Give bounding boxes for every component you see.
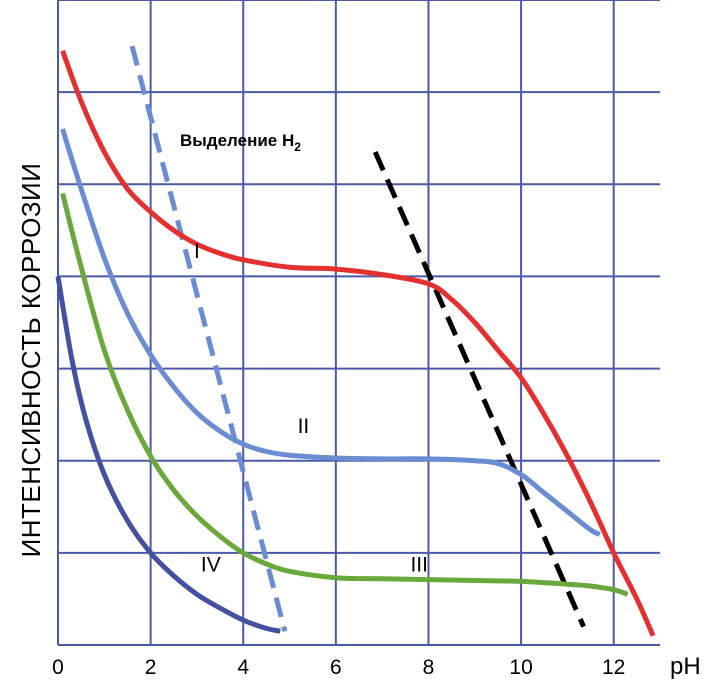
chart-series xyxy=(55,45,656,637)
series-line-iii xyxy=(60,192,629,597)
x-tick-label: 0 xyxy=(52,656,64,679)
series-line-i xyxy=(60,49,656,637)
series-label-iv: IV xyxy=(201,553,221,576)
hydrogen-annotation: Выделение H2 xyxy=(180,131,301,154)
series-label-iii: III xyxy=(410,553,428,576)
series-label-ii: II xyxy=(298,415,310,438)
series-line-ii xyxy=(60,128,601,537)
x-tick-label: 2 xyxy=(145,656,157,679)
series-line-iv xyxy=(55,275,281,634)
dashed-line xyxy=(129,45,288,632)
hydrogen-annotation-text: Выделение H xyxy=(180,131,294,150)
dashed-line xyxy=(372,150,586,628)
y-axis-label: ИНТЕНСИВНОСТЬ КОРРОЗИИ xyxy=(16,163,46,558)
series-label-i: I xyxy=(194,240,200,263)
x-axis-label: pH xyxy=(670,653,701,680)
x-tick-label: 6 xyxy=(330,656,342,679)
x-tick-label: 4 xyxy=(237,656,249,679)
x-tick-label: 12 xyxy=(602,656,625,679)
x-tick-label: 10 xyxy=(509,656,532,679)
x-axis-ticks: 0 2 4 6 8 10 12 xyxy=(52,656,625,679)
hydrogen-annotation-subscript: 2 xyxy=(294,140,301,154)
x-tick-label: 8 xyxy=(423,656,435,679)
